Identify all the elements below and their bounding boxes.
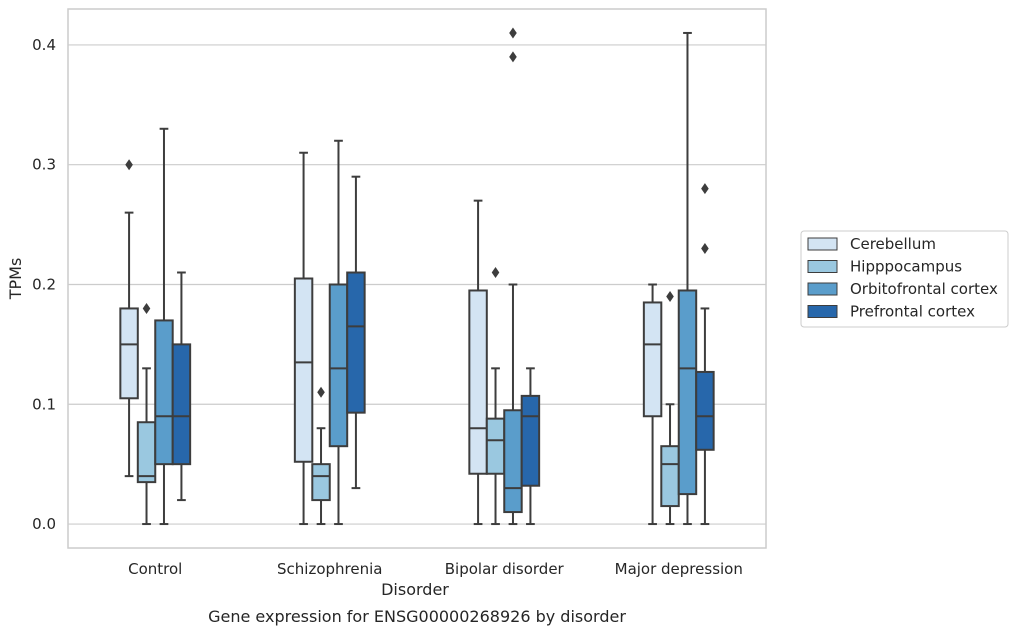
x-tick-label: Major depression <box>615 560 743 578</box>
plot-frame <box>67 8 767 549</box>
outlier-point <box>125 159 133 171</box>
outlier-point <box>701 183 709 195</box>
box <box>677 289 698 496</box>
outlier-point <box>491 267 500 279</box>
chart-caption: Gene expression for ENSG00000268926 by d… <box>208 607 626 626</box>
legend-frame <box>800 230 1009 328</box>
box <box>503 409 523 514</box>
legend-label: Orbitofrontal cortex <box>850 280 998 298</box>
box <box>642 301 663 418</box>
outlier-point <box>142 302 151 314</box>
y-tick-label: 0.1 <box>32 395 56 413</box>
y-axis-label: TPMs <box>6 258 25 301</box>
category-group <box>642 31 715 526</box>
box <box>485 417 506 475</box>
box <box>328 283 349 448</box>
outlier-point <box>701 243 709 255</box>
legend-swatch <box>807 237 838 251</box>
y-tick-label: 0.2 <box>32 275 56 293</box>
box <box>171 343 192 466</box>
legend-label: Prefrontal cortex <box>850 303 975 321</box>
legend-label: Hipppocampus <box>850 258 962 276</box>
x-tick-label: Schizophrenia <box>277 560 382 578</box>
box <box>311 463 331 502</box>
x-axis-label: Disorder <box>381 580 449 599</box>
legend-label: Cerebellum <box>850 235 936 253</box>
y-tick-label: 0.0 <box>32 515 56 533</box>
x-axis-ticks: Control Schizophrenia Bipolar disorder Majo… <box>128 560 743 578</box>
box <box>660 445 680 508</box>
legend-swatch <box>807 260 838 273</box>
y-axis-ticks: 0.0 0.1 0.2 0.3 0.4 <box>32 36 56 533</box>
box <box>695 370 715 451</box>
outlier-point <box>509 51 517 63</box>
legend: Cerebellum Hipppocampus Orbitofrontal cort… <box>800 230 1009 328</box>
y-tick-label: 0.4 <box>32 36 56 54</box>
x-tick-label: Control <box>128 560 182 578</box>
legend-swatch <box>807 305 838 318</box>
category-group <box>468 27 541 526</box>
box <box>136 421 157 484</box>
box-groups <box>119 27 715 526</box>
box <box>154 319 174 466</box>
box <box>468 289 488 475</box>
x-tick-label: Bipolar disorder <box>445 560 565 578</box>
category-group <box>293 139 366 526</box>
y-tick-label: 0.3 <box>32 156 56 174</box>
legend-swatch <box>807 282 838 296</box>
box <box>119 307 139 400</box>
outlier-point <box>317 386 325 398</box>
box <box>346 271 366 414</box>
category-group <box>119 127 192 526</box>
box <box>520 394 541 487</box>
box <box>293 277 314 463</box>
outlier-point <box>509 27 517 39</box>
outlier-point <box>666 290 674 302</box>
